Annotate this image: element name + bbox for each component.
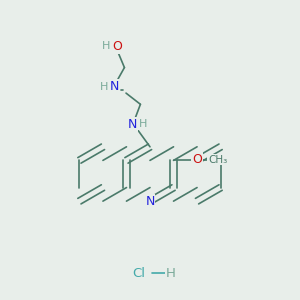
Text: O: O <box>192 153 202 166</box>
Text: CH₃: CH₃ <box>208 155 227 165</box>
Text: N: N <box>128 118 137 131</box>
Text: O: O <box>112 40 122 53</box>
Text: H: H <box>166 266 176 280</box>
Text: N: N <box>145 195 155 208</box>
Text: N: N <box>110 80 119 93</box>
Text: Cl: Cl <box>132 266 145 280</box>
Text: H: H <box>139 119 147 129</box>
Text: H: H <box>102 41 110 51</box>
Text: H: H <box>100 82 108 92</box>
